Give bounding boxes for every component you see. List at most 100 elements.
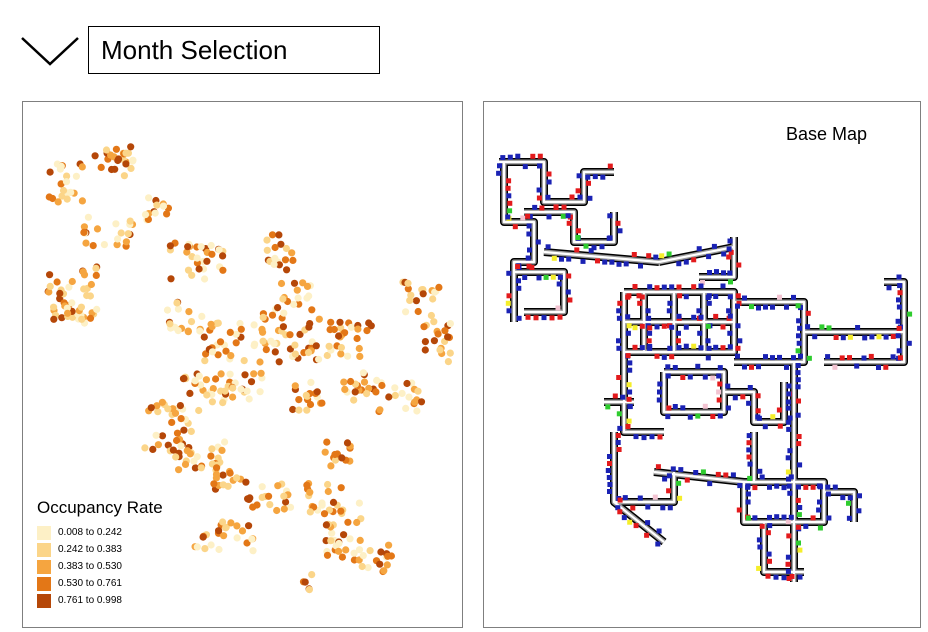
occupancy-cell — [67, 188, 75, 196]
occupancy-cell — [222, 524, 230, 532]
parking-space — [856, 508, 862, 514]
parking-space — [795, 497, 801, 503]
parking-space — [752, 515, 758, 521]
parking-space — [655, 464, 661, 470]
occupancy-cell — [330, 325, 338, 334]
occupancy-cell — [63, 304, 71, 312]
occupancy-cell — [263, 236, 271, 244]
occupancy-cell — [45, 193, 53, 201]
occupancy-cell — [246, 494, 254, 502]
occupancy-cell — [207, 541, 215, 549]
parking-space — [726, 308, 732, 314]
occupancy-cell — [184, 327, 192, 335]
occupancy-cell — [338, 553, 346, 561]
occupancy-cell — [195, 372, 203, 380]
parking-space — [786, 576, 792, 581]
occupancy-cell — [354, 325, 362, 333]
parking-space — [557, 274, 563, 280]
parking-space — [677, 495, 683, 501]
parking-space — [539, 205, 545, 211]
occupancy-cell — [237, 325, 245, 333]
occupancy-cell — [169, 446, 177, 454]
occupancy-cell — [89, 242, 97, 250]
parking-space — [759, 523, 765, 529]
parking-space — [644, 532, 650, 538]
parking-space — [602, 259, 608, 265]
occupancy-cell — [122, 238, 130, 246]
parking-space — [623, 261, 629, 267]
occupancy-cell — [209, 385, 217, 393]
parking-space — [747, 461, 753, 467]
occupancy-cell — [286, 503, 295, 511]
parking-space — [890, 354, 896, 360]
parking-space — [713, 344, 719, 350]
parking-space — [631, 252, 637, 257]
occupancy-cell — [154, 408, 162, 416]
occupancy-cell — [291, 341, 299, 349]
parking-space — [680, 405, 686, 411]
road-segment — [622, 352, 664, 434]
parking-space — [625, 424, 631, 429]
occupancy-cell — [113, 241, 121, 249]
occupancy-cell — [299, 279, 307, 287]
occupancy-cell — [120, 172, 128, 180]
parking-space — [676, 345, 682, 351]
parking-space — [721, 251, 727, 257]
occupancy-cell — [220, 532, 228, 540]
occupancy-cell — [403, 379, 411, 388]
legend-swatch — [37, 542, 51, 557]
occupancy-cell — [197, 243, 205, 251]
parking-space — [816, 483, 822, 489]
occupancy-cell — [214, 351, 222, 359]
road-segment — [611, 432, 677, 505]
parking-space — [700, 280, 705, 285]
parking-space — [627, 389, 633, 395]
parking-space — [705, 323, 711, 329]
occupancy-cell — [259, 337, 267, 345]
occupancy-cell — [341, 385, 349, 393]
parking-space — [897, 355, 903, 361]
parking-space — [700, 469, 706, 475]
occupancy-cell — [65, 283, 73, 291]
occupancy-cell — [91, 152, 99, 160]
parking-space — [515, 153, 521, 159]
parking-space — [520, 215, 526, 221]
parking-space — [580, 258, 586, 264]
occupancy-cell — [152, 431, 160, 439]
parking-space — [897, 283, 903, 289]
parking-space — [854, 363, 860, 369]
parking-space — [896, 325, 902, 331]
chevron-down-icon[interactable] — [18, 32, 82, 70]
parking-space — [714, 269, 719, 275]
parking-space — [832, 484, 838, 490]
occupancy-cell — [226, 328, 234, 336]
occupancy-cell — [83, 291, 91, 300]
parking-space — [846, 500, 851, 506]
parking-space — [745, 499, 751, 505]
parking-space — [536, 187, 542, 193]
occupancy-cell — [342, 546, 350, 554]
parking-space — [713, 313, 719, 319]
occupancy-cell — [335, 539, 343, 548]
parking-space — [529, 265, 535, 270]
base-map-title: Base Map — [786, 124, 868, 144]
occupancy-cell — [87, 280, 95, 289]
parking-space — [756, 364, 761, 370]
parking-space — [777, 294, 782, 300]
occupancy-cell — [233, 474, 241, 482]
occupancy-cell — [151, 209, 159, 217]
occupancy-cell — [280, 309, 288, 317]
occupancy-cell — [56, 289, 64, 297]
parking-space — [825, 354, 831, 360]
occupancy-cell — [355, 546, 364, 554]
parking-space — [567, 297, 573, 303]
parking-space — [575, 188, 581, 194]
month-selection-dropdown[interactable]: Month Selection — [88, 26, 380, 74]
occupancy-cell — [197, 381, 205, 389]
parking-space — [535, 239, 541, 245]
parking-space — [537, 163, 542, 169]
occupancy-cell — [295, 396, 303, 404]
parking-space — [763, 304, 768, 310]
parking-space — [553, 205, 559, 210]
parking-space — [749, 304, 754, 310]
